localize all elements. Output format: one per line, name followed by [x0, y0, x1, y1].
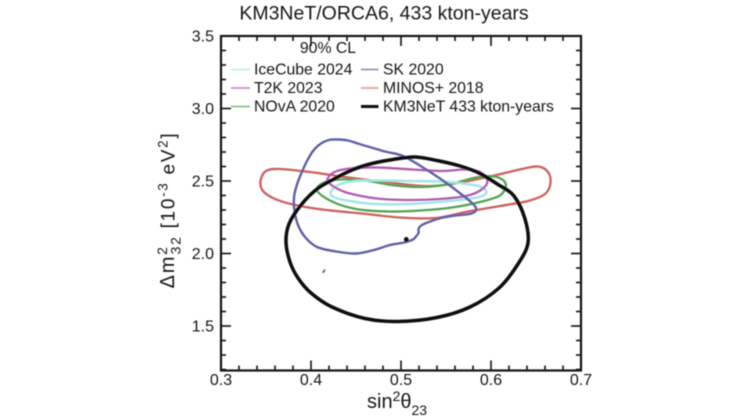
svg-text:SK 2020: SK 2020: [383, 62, 444, 79]
svg-text:IceCube 2024: IceCube 2024: [254, 62, 353, 79]
svg-text:2.5: 2.5: [192, 174, 214, 191]
svg-text:0.3: 0.3: [210, 372, 232, 389]
svg-text:KM3NeT/ORCA6, 433 kton-years: KM3NeT/ORCA6, 433 kton-years: [239, 3, 529, 25]
svg-text:2.0: 2.0: [192, 246, 214, 263]
svg-text:T2K 2023: T2K 2023: [254, 80, 323, 97]
svg-text:NOvA 2020: NOvA 2020: [254, 99, 335, 116]
svg-text:Δm232 [10-3 eV2]: Δm232 [10-3 eV2]: [154, 132, 184, 289]
svg-text:MINOS+ 2018: MINOS+ 2018: [383, 80, 484, 97]
svg-text:KM3NeT 433 kton-years: KM3NeT 433 kton-years: [383, 99, 554, 116]
svg-text:1.5: 1.5: [192, 319, 214, 336]
svg-text:0.6: 0.6: [480, 372, 502, 389]
svg-text:3.5: 3.5: [192, 29, 214, 46]
svg-text:3.0: 3.0: [192, 101, 214, 118]
svg-text:0.7: 0.7: [570, 372, 592, 389]
svg-text:0.4: 0.4: [300, 372, 322, 389]
svg-text:0.5: 0.5: [390, 372, 412, 389]
svg-text:90% CL: 90% CL: [300, 40, 356, 57]
